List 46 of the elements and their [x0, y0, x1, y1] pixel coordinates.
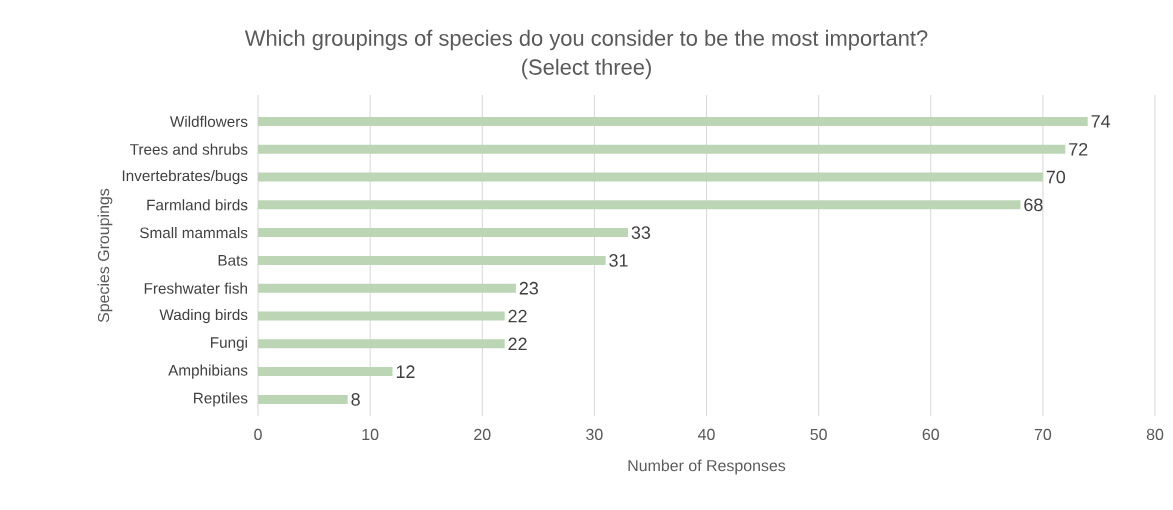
data-label: 70	[1046, 170, 1066, 184]
y-tick-label: Fungi	[211, 336, 247, 351]
bar	[258, 200, 1021, 210]
data-label: 22	[508, 337, 527, 351]
bar	[258, 283, 516, 293]
y-tick-label: Bats	[218, 255, 248, 266]
y-tick-label: Invertebrates/bugs	[122, 169, 248, 185]
x-tick-label: 70	[1034, 428, 1052, 441]
data-label: 74	[1091, 115, 1111, 128]
bar	[258, 172, 1043, 182]
y-tick-label: Farmland birds	[147, 199, 248, 211]
y-tick-label: Amphibians	[168, 364, 248, 379]
y-tick-label: Reptiles	[194, 392, 248, 407]
bar	[258, 144, 1066, 154]
data-label: 23	[519, 281, 538, 295]
data-label: 68	[1024, 198, 1043, 212]
y-tick-label: Wading birds	[159, 308, 248, 324]
y-tick-label: Small mammals	[140, 227, 248, 239]
y-tick-label: Wildflowers	[169, 115, 248, 128]
bar	[258, 255, 606, 265]
data-label: 72	[1069, 142, 1088, 156]
data-label: 31	[609, 254, 628, 267]
data-label: 8	[351, 393, 360, 406]
bar	[258, 311, 505, 321]
data-label: 33	[631, 226, 651, 239]
x-tick-label: 20	[474, 428, 491, 441]
y-axis-title: Species Groupings	[97, 188, 113, 323]
x-tick-label: 80	[1146, 428, 1164, 441]
x-tick-label: 40	[698, 428, 715, 441]
x-axis-title: Number of Responses	[628, 459, 786, 475]
y-tick-label: Trees and shrubs	[130, 143, 248, 155]
bar	[258, 228, 629, 238]
data-label: 12	[396, 365, 415, 378]
x-tick-label: 10	[362, 428, 379, 441]
x-tick-label: 60	[922, 428, 940, 441]
data-label: 22	[508, 309, 527, 323]
bar	[258, 394, 348, 404]
y-tick-label: Freshwater fish	[144, 282, 247, 294]
x-tick-label: 0	[254, 428, 262, 441]
chart-title: Which groupings of species do you consider to be the most important?	[244, 29, 928, 51]
bar	[258, 116, 1088, 126]
bar	[258, 367, 393, 377]
bar	[258, 339, 505, 349]
x-tick-label: 30	[586, 428, 603, 441]
chart-subtitle: (Select three)	[522, 58, 651, 80]
x-tick-label: 50	[810, 428, 827, 441]
